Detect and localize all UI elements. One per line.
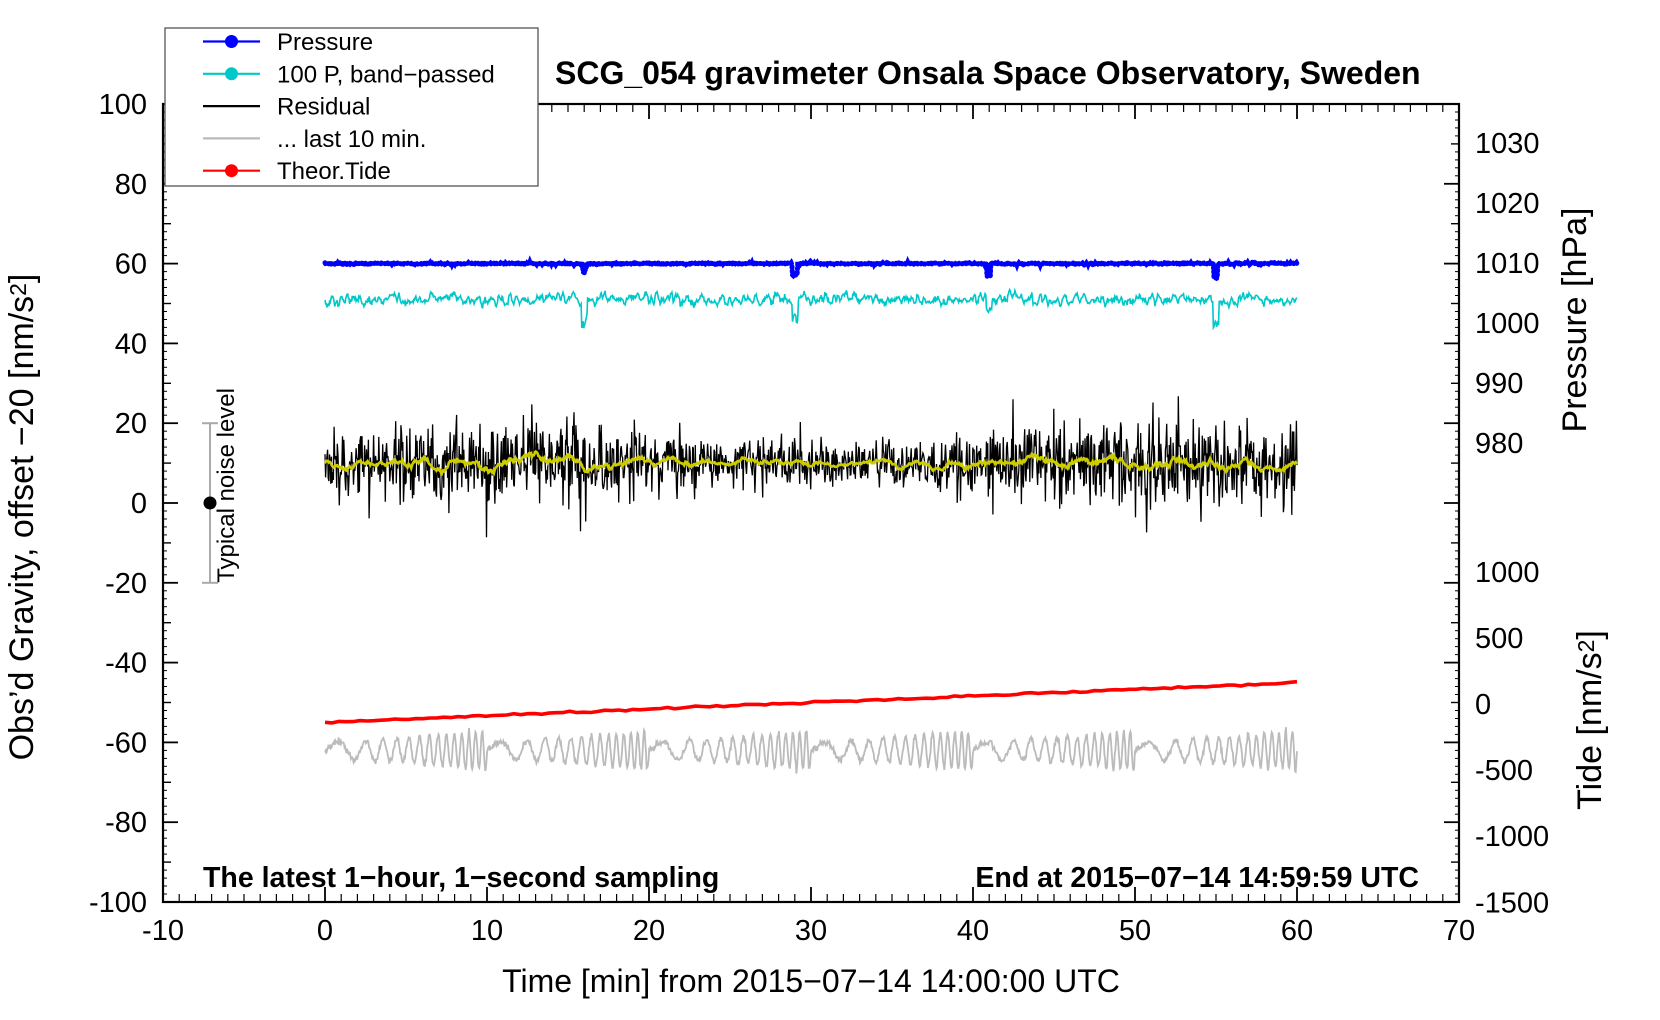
svg-text:70: 70: [1443, 915, 1475, 947]
svg-text:Typical noise level: Typical noise level: [213, 388, 240, 583]
svg-text:Pressure: Pressure: [277, 29, 373, 56]
svg-text:-1000: -1000: [1475, 821, 1549, 853]
svg-text:80: 80: [115, 169, 147, 201]
svg-text:End at 2015−07−14 14:59:59 UTC: End at 2015−07−14 14:59:59 UTC: [975, 862, 1419, 894]
svg-text:-40: -40: [105, 648, 147, 680]
svg-text:1000: 1000: [1475, 308, 1540, 340]
svg-text:-500: -500: [1475, 755, 1533, 787]
svg-text:1030: 1030: [1475, 128, 1540, 160]
svg-text:SCG_054 gravimeter Onsala Spac: SCG_054 gravimeter Onsala Space Observat…: [555, 55, 1421, 91]
svg-text:20: 20: [115, 408, 147, 440]
svg-text:Pressure [hPa]: Pressure [hPa]: [1556, 208, 1594, 433]
svg-text:40: 40: [115, 328, 147, 360]
svg-text:30: 30: [795, 915, 827, 947]
svg-text:500: 500: [1475, 623, 1523, 655]
svg-text:Residual: Residual: [277, 94, 370, 121]
svg-text:980: 980: [1475, 428, 1523, 460]
svg-text:60: 60: [115, 249, 147, 281]
svg-text:Time [min] from 2015−07−14 14:: Time [min] from 2015−07−14 14:00:00 UTC: [502, 963, 1120, 999]
svg-text:60: 60: [1281, 915, 1313, 947]
svg-text:-100: -100: [89, 887, 147, 919]
svg-text:1020: 1020: [1475, 188, 1540, 220]
svg-text:0: 0: [1475, 689, 1491, 721]
svg-text:0: 0: [131, 488, 147, 520]
svg-text:Obs’d Gravity, offset −20 [nm/: Obs’d Gravity, offset −20 [nm/s2]: [3, 274, 41, 761]
svg-text:1010: 1010: [1475, 248, 1540, 280]
svg-text:-10: -10: [142, 915, 184, 947]
svg-text:... last 10 min.: ... last 10 min.: [277, 126, 426, 153]
svg-text:50: 50: [1119, 915, 1151, 947]
svg-text:-20: -20: [105, 568, 147, 600]
svg-text:-80: -80: [105, 807, 147, 839]
svg-text:100 P, band−passed: 100 P, band−passed: [277, 61, 495, 88]
svg-text:The latest 1−hour, 1−second sa: The latest 1−hour, 1−second sampling: [203, 862, 719, 894]
svg-text:20: 20: [633, 915, 665, 947]
svg-text:990: 990: [1475, 368, 1523, 400]
svg-text:Tide [nm/s2]: Tide [nm/s2]: [1571, 630, 1609, 810]
svg-text:100: 100: [99, 89, 147, 121]
svg-text:Theor.Tide: Theor.Tide: [277, 158, 391, 185]
svg-text:40: 40: [957, 915, 989, 947]
svg-text:-60: -60: [105, 727, 147, 759]
svg-text:-1500: -1500: [1475, 887, 1549, 919]
svg-text:1000: 1000: [1475, 557, 1540, 589]
svg-text:10: 10: [471, 915, 503, 947]
svg-text:0: 0: [317, 915, 333, 947]
